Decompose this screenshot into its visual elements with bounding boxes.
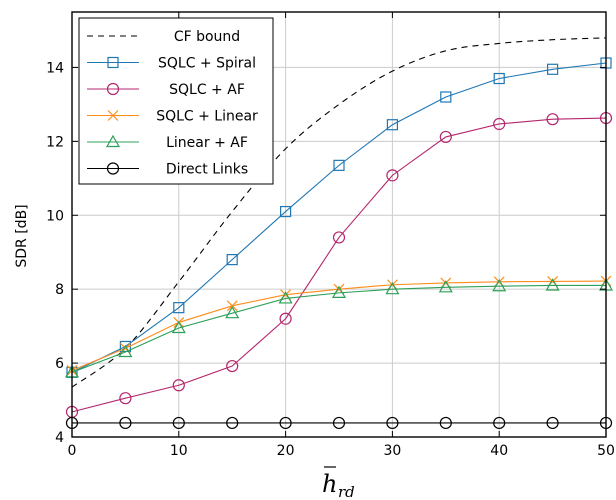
legend-box: [78, 17, 274, 185]
data-point: [546, 63, 559, 75]
x-axis-label-subscript: rd: [338, 483, 355, 500]
data-point: [332, 231, 346, 244]
data-point: [545, 278, 560, 291]
data-point: [172, 379, 185, 392]
data-point: [226, 254, 238, 266]
data-point: [439, 130, 452, 144]
series-line: [71, 62, 607, 373]
series-line: [71, 37, 607, 388]
x-tick-label: 20: [277, 443, 295, 459]
legend-label: SQLC + AF: [169, 82, 245, 98]
legend: CF bound SQLC + Spiral SQLC + AF SQLC + Lin…: [78, 17, 274, 185]
data-point: [119, 392, 132, 405]
legend-marker: [107, 110, 119, 121]
data-point: [226, 300, 238, 312]
data-point: [386, 169, 399, 182]
y-tick-label: 8: [55, 282, 64, 298]
data-point: [118, 344, 133, 358]
y-axis-label: SDR [dB]: [14, 204, 30, 267]
series-5: [65, 416, 613, 430]
x-tick-label: 40: [490, 443, 508, 459]
y-tick-label: 14: [46, 60, 64, 76]
series-1: [66, 57, 612, 378]
legend-label: Linear + AF: [166, 135, 248, 151]
legend-item: CF bound: [87, 29, 240, 45]
legend-item: SQLC + AF: [87, 82, 245, 98]
data-point: [546, 416, 559, 430]
data-point: [493, 117, 506, 131]
series-layer: [64, 37, 614, 430]
data-point: [171, 320, 186, 334]
x-tick-label: 0: [68, 443, 77, 459]
series-0: [71, 37, 607, 388]
legend-label: Direct Links: [166, 162, 248, 178]
x-tick-label: 30: [383, 443, 401, 459]
data-point: [280, 205, 292, 218]
data-point: [173, 302, 185, 314]
data-point: [331, 285, 347, 298]
series-3: [66, 275, 612, 376]
x-tick-label: 10: [170, 443, 188, 459]
data-point: [226, 359, 239, 373]
data-point: [438, 280, 453, 293]
data-point: [493, 416, 506, 430]
x-axis-label-symbol: h: [322, 470, 337, 498]
data-point: [279, 416, 292, 430]
data-point: [493, 72, 505, 85]
legend-marker: [105, 134, 121, 148]
legend-marker: [106, 162, 120, 175]
y-tick-label: 4: [55, 430, 64, 446]
plot-frame: [71, 11, 607, 438]
legend-label: SQLC + Spiral: [158, 56, 256, 72]
legend-item: SQLC + Spiral: [87, 56, 256, 72]
data-point: [226, 416, 239, 430]
legend-item: Direct Links: [87, 162, 248, 178]
legend-item: SQLC + Linear: [87, 109, 258, 125]
legend-item: Linear + AF: [87, 134, 248, 151]
series-4: [64, 278, 614, 378]
series-line: [71, 284, 606, 373]
ticks: 0 10 20 30 40 50 4 6 8 10 12 14: [46, 12, 615, 459]
data-point: [439, 416, 452, 430]
series-line: [71, 117, 607, 413]
data-point: [119, 416, 132, 430]
data-point: [546, 113, 559, 126]
data-point: [440, 91, 452, 103]
y-tick-label: 6: [55, 356, 64, 372]
data-point: [332, 416, 346, 430]
legend-marker: [107, 56, 119, 69]
series-line: [71, 280, 607, 371]
y-tick-label: 10: [46, 208, 64, 224]
legend-marker: [106, 82, 120, 96]
data-point: [279, 312, 292, 325]
data-point: [386, 416, 399, 430]
legend-label: SQLC + Linear: [156, 109, 258, 125]
y-tick-label: 12: [46, 134, 64, 150]
x-tick-label: 50: [597, 443, 615, 459]
x-axis-label: h rd: [322, 466, 355, 500]
data-point: [172, 416, 185, 430]
data-point: [385, 281, 400, 295]
data-point: [278, 291, 293, 304]
data-point: [386, 119, 398, 131]
data-point: [492, 279, 507, 292]
legend-label: CF bound: [174, 29, 240, 45]
data-point: [333, 159, 345, 171]
data-point: [225, 305, 240, 319]
